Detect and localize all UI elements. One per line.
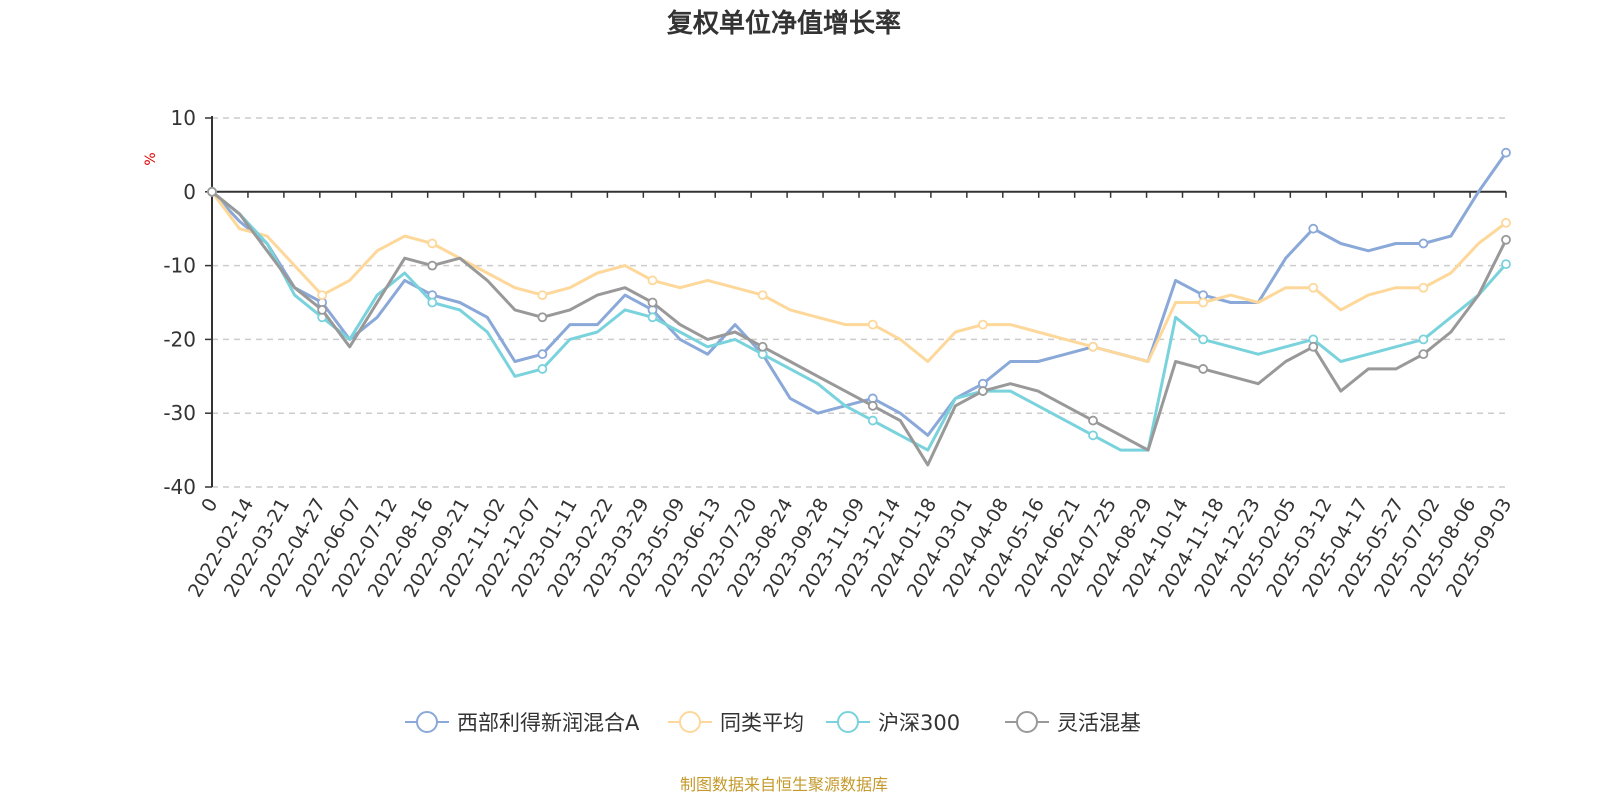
y-tick-label: -40 <box>163 475 196 499</box>
y-tick-label: 10 <box>171 106 196 130</box>
legend-marker <box>1016 711 1038 733</box>
legend-label: 同类平均 <box>720 711 804 735</box>
legend-marker <box>416 711 438 733</box>
legend: 西部利得新润混合A 同类平均 沪深300 灵活混基 <box>405 711 1141 735</box>
data-point <box>1198 334 1209 345</box>
y-tick-label: -10 <box>163 254 196 278</box>
data-point <box>867 319 878 330</box>
data-point <box>1501 259 1511 270</box>
data-point <box>757 341 768 352</box>
data-point <box>207 186 217 197</box>
legend-label: 沪深300 <box>878 711 960 735</box>
data-point <box>1418 238 1429 249</box>
series-line <box>210 151 1508 437</box>
data-point <box>537 364 548 374</box>
series-line <box>211 190 1508 452</box>
data-point <box>1088 341 1098 352</box>
data-point <box>1418 334 1429 345</box>
y-tick-labels: 10 0 -10 -20 -30 -40 <box>163 106 196 499</box>
data-point <box>647 275 658 286</box>
data-point <box>1501 234 1511 245</box>
axes <box>205 116 1507 488</box>
data-point <box>537 349 548 360</box>
data-point <box>427 260 438 271</box>
data-point <box>537 290 548 301</box>
x-tick-labels: 02022-02-142022-03-212022-04-272022-06-0… <box>184 494 1516 601</box>
y-tick-label: -20 <box>163 327 196 351</box>
data-point <box>1088 415 1098 426</box>
legend-label: 灵活混基 <box>1057 711 1141 735</box>
data-point <box>977 319 988 330</box>
data-point <box>977 386 988 396</box>
data-point <box>427 297 438 308</box>
data-point <box>1308 341 1319 352</box>
legend-item[interactable]: 同类平均 <box>668 711 804 735</box>
data-point <box>1088 430 1098 441</box>
y-tick-label: 0 <box>183 180 196 204</box>
data-point <box>537 312 548 323</box>
data-point <box>1418 282 1429 293</box>
data-point <box>647 312 658 323</box>
data-point <box>1308 282 1319 293</box>
x-tick-label: 0 <box>197 495 222 516</box>
data-point <box>647 297 658 308</box>
data-point <box>1198 364 1209 374</box>
legend-item[interactable]: 沪深300 <box>826 711 960 735</box>
legend-marker <box>837 711 859 733</box>
data-point <box>427 238 438 249</box>
data-point <box>757 290 768 301</box>
data-point <box>317 304 328 315</box>
chart-title: 复权单位净值增长率 <box>667 8 901 39</box>
legend-label: 西部利得新润混合A <box>457 711 640 735</box>
data-point <box>1501 147 1511 158</box>
gridlines <box>212 117 1506 488</box>
data-point <box>317 290 328 301</box>
data-point <box>1501 217 1511 228</box>
source-note: 制图数据来自恒生聚源数据库 <box>680 775 888 794</box>
data-point <box>1198 297 1209 308</box>
legend-item[interactable]: 灵活混基 <box>1005 711 1141 735</box>
data-point <box>1308 223 1319 234</box>
series-lines <box>207 147 1511 467</box>
legend-marker <box>679 711 701 733</box>
legend-item[interactable]: 西部利得新润混合A <box>405 711 640 735</box>
y-axis-unit: % <box>143 152 159 165</box>
data-point <box>867 400 878 411</box>
y-tick-label: -30 <box>163 401 196 425</box>
data-point <box>1418 349 1429 360</box>
data-point <box>867 415 878 426</box>
